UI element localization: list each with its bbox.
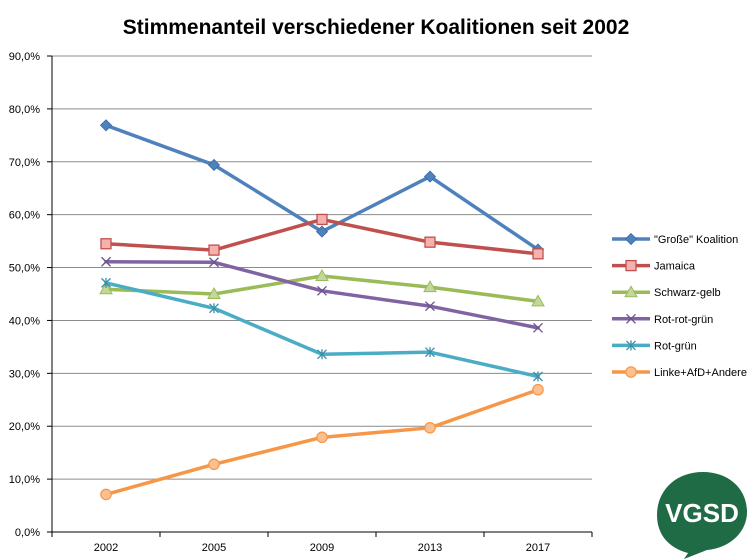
legend-marker xyxy=(624,285,638,298)
data-point xyxy=(207,286,221,299)
data-point xyxy=(99,119,113,132)
chart-title: Stimmenanteil verschiedener Koalitionen … xyxy=(123,16,630,39)
y-tick-label: 70,0% xyxy=(9,157,40,169)
legend-item: Schwarz-gelb xyxy=(612,285,721,299)
legend-item: "Große" Koalition xyxy=(612,232,738,246)
vgsd-logo: VGSD xyxy=(657,472,747,559)
legend-label: Linke+AfD+Andere xyxy=(654,367,747,379)
y-tick-label: 10,0% xyxy=(9,474,40,486)
series-jamaica xyxy=(100,213,544,260)
legend-item: Rot-rot-grün xyxy=(612,314,713,326)
x-tick-label: 2017 xyxy=(526,542,550,554)
data-point xyxy=(424,236,436,248)
data-point xyxy=(315,225,329,238)
legend-item: Rot-grün xyxy=(612,340,697,352)
data-point xyxy=(208,458,220,471)
y-axis: 0,0% 10,0% 20,0% 30,0% 40,0% 50,0% 60,0% 70,0% 8… xyxy=(9,51,53,539)
legend-item: Linke+AfD+Andere xyxy=(612,366,747,379)
data-point xyxy=(99,282,113,295)
y-tick-label: 90,0% xyxy=(9,51,40,63)
data-point xyxy=(101,256,111,267)
legend-label: "Große" Koalition xyxy=(654,234,738,246)
data-point xyxy=(100,488,112,501)
data-point xyxy=(209,257,219,268)
legend: "Große" Koalition Jamaica Schwarz-gelb Rot-… xyxy=(612,232,747,379)
data-point xyxy=(531,294,545,307)
data-point xyxy=(315,269,329,282)
data-point xyxy=(423,280,437,293)
series-schwarz-gelb xyxy=(99,269,545,307)
legend-marker xyxy=(625,366,637,378)
series-rot-gr-n xyxy=(101,277,543,382)
data-point xyxy=(425,301,435,312)
data-point xyxy=(208,244,220,256)
data-point xyxy=(100,238,112,250)
data-point xyxy=(101,277,111,288)
legend-label: Schwarz-gelb xyxy=(654,287,721,299)
series-line xyxy=(104,281,540,379)
series-linke-afd-andere xyxy=(100,383,544,501)
data-point xyxy=(316,431,328,444)
data-point xyxy=(425,347,435,358)
y-tick-label: 60,0% xyxy=(9,210,40,222)
data-point xyxy=(316,213,328,226)
y-tick-label: 20,0% xyxy=(9,421,40,433)
legend-marker xyxy=(626,340,636,351)
series-gro-e-koalition xyxy=(99,119,545,256)
data-point xyxy=(533,322,543,333)
y-tick-label: 30,0% xyxy=(9,368,40,380)
legend-item: Jamaica xyxy=(612,259,696,273)
series-layer xyxy=(99,119,545,501)
x-tick-label: 2009 xyxy=(310,542,334,554)
y-tick-label: 40,0% xyxy=(9,315,40,327)
grid xyxy=(52,55,592,533)
series-rot-rot-gr-n xyxy=(101,256,543,333)
x-tick-label: 2002 xyxy=(94,542,118,554)
y-tick-label: 0,0% xyxy=(15,527,40,539)
x-tick-label: 2013 xyxy=(418,542,442,554)
legend-label: Rot-rot-grün xyxy=(654,314,713,326)
data-point xyxy=(532,248,544,260)
x-tick-label: 2005 xyxy=(202,542,226,554)
legend-marker xyxy=(626,313,636,324)
data-point xyxy=(423,170,437,183)
data-point xyxy=(317,349,327,360)
legend-marker xyxy=(625,259,637,272)
logo-speech-bubble xyxy=(657,472,747,559)
x-axis: 2002 2005 2009 2013 2017 xyxy=(51,532,593,554)
data-point xyxy=(532,383,544,396)
data-point xyxy=(207,158,221,172)
data-point xyxy=(533,371,543,382)
data-point xyxy=(317,285,327,296)
y-tick-label: 50,0% xyxy=(9,263,40,275)
logo-text: VGSD xyxy=(665,498,739,528)
legend-label: Rot-grün xyxy=(654,340,697,352)
data-point xyxy=(209,303,219,314)
legend-label: Jamaica xyxy=(654,261,696,273)
y-tick-label: 80,0% xyxy=(9,104,40,116)
legend-marker xyxy=(624,232,638,246)
data-point xyxy=(424,422,436,434)
